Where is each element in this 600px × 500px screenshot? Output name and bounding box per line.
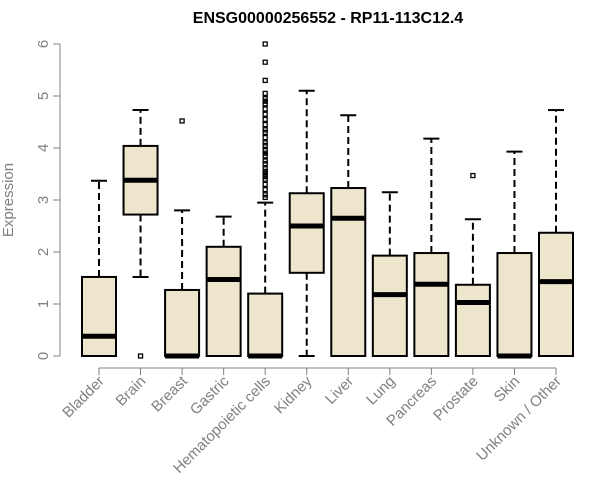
outlier-point — [262, 166, 268, 172]
iqr-box — [330, 187, 367, 357]
y-tick-label: 6 — [35, 40, 52, 48]
iqr-box — [247, 292, 284, 358]
y-tick-label: 5 — [35, 92, 52, 100]
y-axis-label: Expression — [0, 163, 17, 237]
outlier-point — [262, 106, 268, 112]
iqr-box — [454, 283, 491, 358]
outlier-point — [262, 134, 268, 141]
y-axis: 0 1 2 3 4 5 6 — [35, 40, 61, 360]
x-tick-label: Prostate — [430, 373, 482, 425]
x-tick-label: Lung — [363, 373, 399, 409]
box-skin — [496, 150, 533, 359]
iqr-box — [288, 192, 325, 274]
box-unknown-other — [538, 109, 574, 357]
outlier-point — [262, 121, 268, 128]
x-tick-label: Brain — [113, 373, 150, 410]
x-tick-label: Skin — [491, 373, 524, 406]
y-tick-label: 0 — [35, 352, 52, 360]
outlier-point — [262, 140, 268, 146]
box-lung — [371, 191, 408, 357]
iqr-box — [496, 252, 533, 357]
iqr-box — [371, 254, 408, 357]
outlier-point — [262, 41, 268, 47]
outlier-point — [262, 77, 268, 84]
iqr-box — [205, 245, 242, 357]
outlier-point — [262, 95, 268, 102]
outlier-point — [137, 353, 144, 359]
iqr-box — [538, 231, 574, 357]
plot-area — [81, 41, 574, 359]
y-tick-label: 4 — [35, 144, 52, 152]
outlier-point — [262, 59, 268, 65]
y-tick-label: 3 — [35, 196, 52, 204]
outlier-point — [262, 116, 268, 123]
box-hematopoietic-cells — [247, 41, 284, 359]
outlier-point — [262, 158, 268, 164]
outlier-point — [262, 181, 268, 188]
y-tick-label: 2 — [35, 248, 52, 256]
box-bladder — [81, 179, 117, 357]
iqr-box — [164, 288, 201, 357]
box-liver — [330, 114, 367, 357]
outlier-point — [262, 147, 268, 154]
chart-title: ENSG00000256552 - RP11-113C12.4 — [193, 10, 464, 27]
x-tick-label: Breast — [148, 372, 191, 415]
outlier-point — [262, 192, 268, 198]
outlier-point — [262, 90, 268, 97]
x-tick-label: Liver — [322, 373, 357, 408]
iqr-box — [81, 275, 117, 357]
outlier-point — [470, 172, 476, 179]
box-gastric — [205, 215, 242, 357]
box-brain — [122, 109, 159, 359]
outlier-point — [262, 186, 268, 193]
iqr-box — [413, 252, 450, 357]
box-kidney — [288, 89, 325, 357]
outlier-point — [262, 111, 268, 117]
outlier-point — [179, 118, 185, 124]
box-breast — [164, 118, 201, 359]
x-tick-label: Kidney — [271, 372, 316, 417]
x-tick-label: Bladder — [59, 373, 108, 422]
box-pancreas — [413, 137, 450, 357]
outlier-point — [262, 127, 268, 133]
y-tick-label: 1 — [35, 300, 52, 308]
box-prostate — [454, 172, 491, 358]
